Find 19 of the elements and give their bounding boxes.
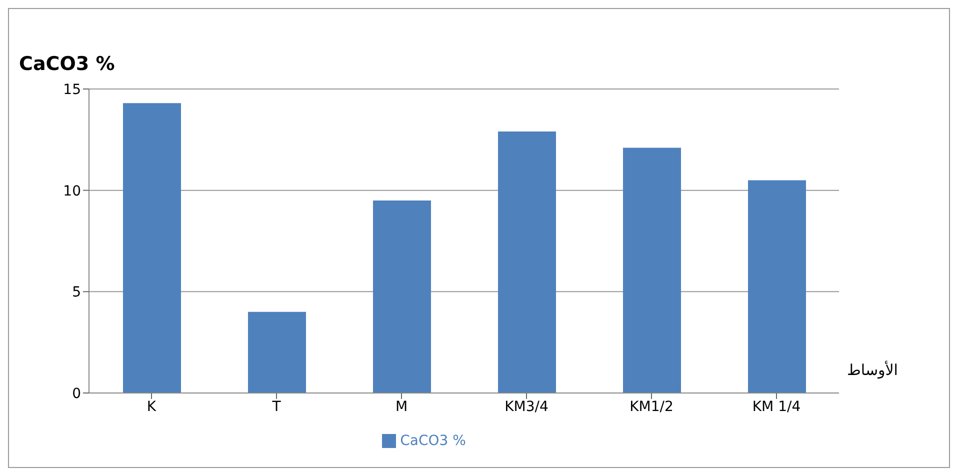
y-tick-label: 0 <box>72 386 81 402</box>
y-tick-label: 15 <box>63 82 81 98</box>
bar <box>248 312 306 393</box>
bar <box>623 148 681 393</box>
x-axis-title: الأوساط <box>847 361 898 379</box>
x-tick-label: K <box>146 398 157 415</box>
x-tick-label: M <box>395 398 408 415</box>
x-tick-label: T <box>271 398 282 415</box>
y-tick-label: 5 <box>72 284 81 301</box>
y-axis-title: CaCO3 % <box>19 53 115 75</box>
x-tick-label: KM1/2 <box>630 398 674 415</box>
legend-label: CaCO3 % <box>400 433 466 449</box>
bar <box>123 103 181 393</box>
x-tick-label: KM3/4 <box>504 398 548 415</box>
bar <box>373 200 431 393</box>
bar <box>748 180 806 393</box>
bar <box>498 132 556 393</box>
x-tick-label: KM 1/4 <box>752 398 801 415</box>
y-tick-label: 10 <box>63 183 81 200</box>
